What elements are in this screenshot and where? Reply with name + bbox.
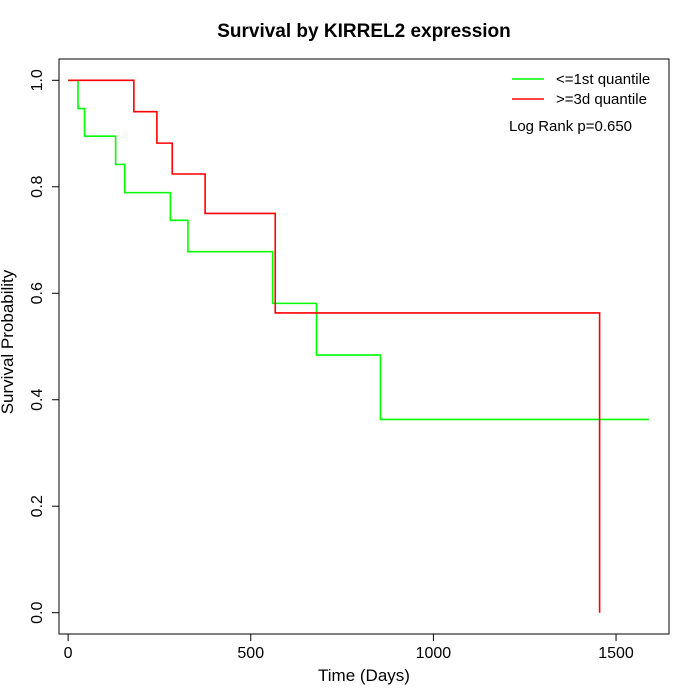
legend-label: <=1st quantile <box>556 71 650 88</box>
legend-label: >=3d quantile <box>556 91 647 108</box>
y-tick-label: 1.0 <box>29 69 46 91</box>
series-layer <box>68 79 649 613</box>
y-tick-label: 0.8 <box>29 176 46 198</box>
series-line-1 <box>68 79 649 421</box>
series-line-2 <box>68 79 601 613</box>
y-tick-label: 0.0 <box>29 601 46 623</box>
x-tick-label: 0 <box>64 645 73 662</box>
x-tick-label: 1500 <box>598 645 634 662</box>
plot-frame <box>58 58 670 635</box>
chart-title: Survival by KIRREL2 expression <box>217 21 511 42</box>
x-axis: 0 500 1000 1500 <box>64 633 634 662</box>
y-tick-label: 0.2 <box>29 495 46 517</box>
log-rank-annotation: Log Rank p=0.650 <box>509 118 632 135</box>
x-axis-label: Time (Days) <box>318 666 410 685</box>
legend: <=1st quantile >=3d quantile <box>512 71 650 108</box>
y-axis: 0.0 0.2 0.4 0.6 0.8 1.0 <box>29 69 60 624</box>
y-axis-label: Survival Probability <box>0 269 17 414</box>
y-tick-label: 0.6 <box>29 282 46 304</box>
x-tick-label: 500 <box>237 645 264 662</box>
y-tick-label: 0.4 <box>29 389 46 411</box>
x-tick-label: 1000 <box>416 645 452 662</box>
